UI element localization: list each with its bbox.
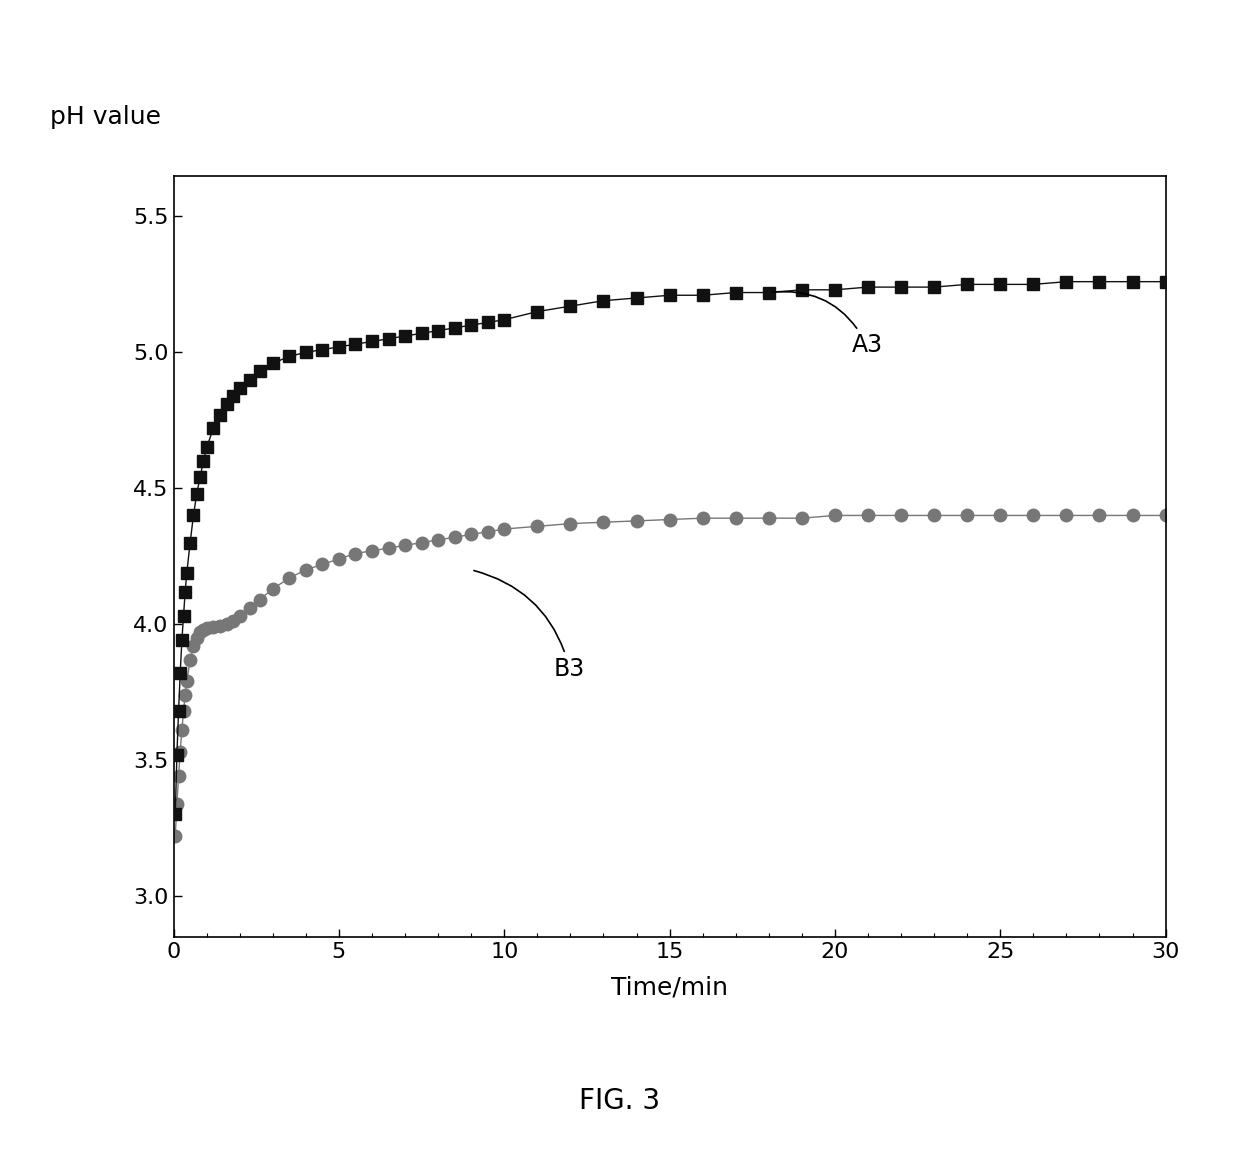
X-axis label: Time/min: Time/min <box>611 975 728 1000</box>
Text: FIG. 3: FIG. 3 <box>579 1087 661 1115</box>
Text: B3: B3 <box>474 570 585 680</box>
Text: pH value: pH value <box>50 105 161 129</box>
Text: A3: A3 <box>771 292 883 357</box>
